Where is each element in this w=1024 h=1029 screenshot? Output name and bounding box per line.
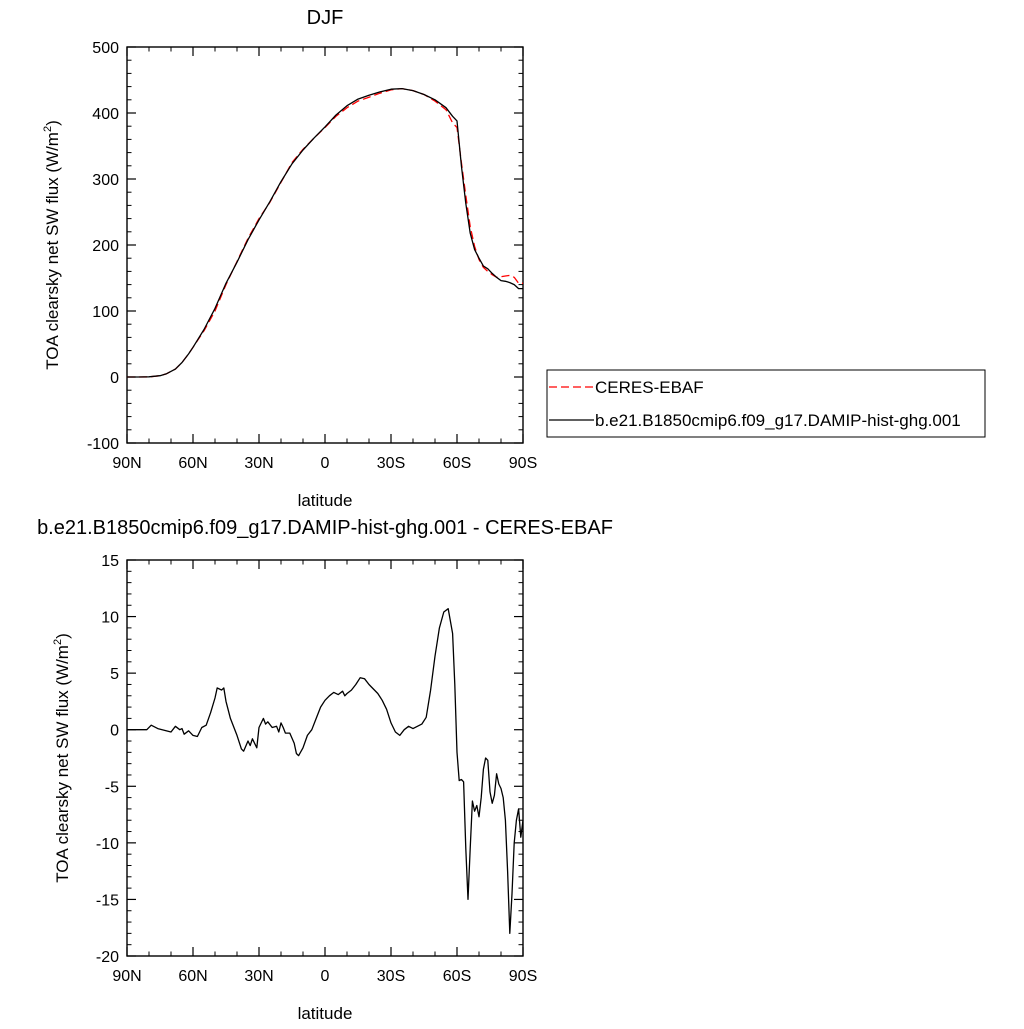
y-tick-label: 200: [92, 238, 119, 255]
x-tick-label: 60N: [178, 455, 207, 472]
x-tick-label: 0: [321, 968, 330, 985]
bottom-x-axis-label: latitude: [298, 1004, 353, 1023]
x-tick-label: 0: [321, 455, 330, 472]
top-chart-title: DJF: [307, 7, 344, 29]
x-tick-label: 30N: [244, 455, 273, 472]
x-tick-label: 30S: [377, 968, 405, 985]
y-tick-label: 100: [92, 304, 119, 321]
legend-box: [546, 369, 986, 438]
bottom-series-lines: [127, 608, 524, 935]
top-y-ticks: -100 0 100 200 300 400 500: [87, 40, 523, 453]
bottom-x-ticks: 90N 60N 30N 0 30S 60S 90S: [112, 560, 537, 985]
y-tick-label: 300: [92, 172, 119, 189]
x-tick-label: 30N: [244, 968, 273, 985]
y-tick-label: 500: [92, 40, 119, 57]
y-tick-label: -5: [105, 779, 119, 796]
bottom-chart-title: b.e21.B1850cmip6.f09_g17.DAMIP-hist-ghg.…: [37, 517, 613, 539]
y-tick-label: 5: [110, 666, 119, 683]
y-tick-label: 0: [110, 723, 119, 740]
x-tick-label: 90S: [509, 455, 537, 472]
x-tick-label: 90N: [112, 968, 141, 985]
top-series-lines: [127, 87, 523, 378]
y-tick-label: 15: [101, 553, 119, 570]
series-line-ceres-ebaf: [127, 87, 523, 378]
bottom-plot-frame: [126, 559, 524, 957]
x-tick-label: 60S: [443, 455, 471, 472]
top-plot-frame: [126, 46, 524, 444]
legend: CERES-EBAF b.e21.B1850cmip6.f09_g17.DAMI…: [546, 369, 986, 438]
x-tick-label: 90S: [509, 968, 537, 985]
series-line-model: [127, 87, 523, 378]
top-y-axis-label: TOA clearsky net SW flux (W/m2): [42, 120, 62, 370]
series-line-difference: [127, 608, 524, 935]
top-panel: DJF -100 0 100 200 300 400 500 90N 60N 30N 0 30S 60…: [42, 7, 986, 510]
bottom-y-ticks: -20 -15 -10 -5 0 5 10 15: [96, 553, 523, 966]
bottom-y-axis-label: TOA clearsky net SW flux (W/m2): [52, 633, 72, 883]
bottom-panel: b.e21.B1850cmip6.f09_g17.DAMIP-hist-ghg.…: [37, 517, 613, 1023]
x-tick-label: 90N: [112, 455, 141, 472]
legend-label-ceres: CERES-EBAF: [595, 378, 704, 397]
y-tick-label: 400: [92, 106, 119, 123]
y-tick-label: -100: [87, 436, 119, 453]
x-tick-label: 60N: [178, 968, 207, 985]
y-tick-label: -20: [96, 949, 119, 966]
legend-label-model: b.e21.B1850cmip6.f09_g17.DAMIP-hist-ghg.…: [595, 411, 961, 430]
top-x-ticks: 90N 60N 30N 0 30S 60S 90S: [112, 47, 537, 472]
y-tick-label: 10: [101, 610, 119, 627]
x-tick-label: 60S: [443, 968, 471, 985]
y-tick-label: -15: [96, 892, 119, 909]
x-tick-label: 30S: [377, 455, 405, 472]
y-tick-label: 0: [110, 370, 119, 387]
y-tick-label: -10: [96, 836, 119, 853]
top-x-axis-label: latitude: [298, 491, 353, 510]
